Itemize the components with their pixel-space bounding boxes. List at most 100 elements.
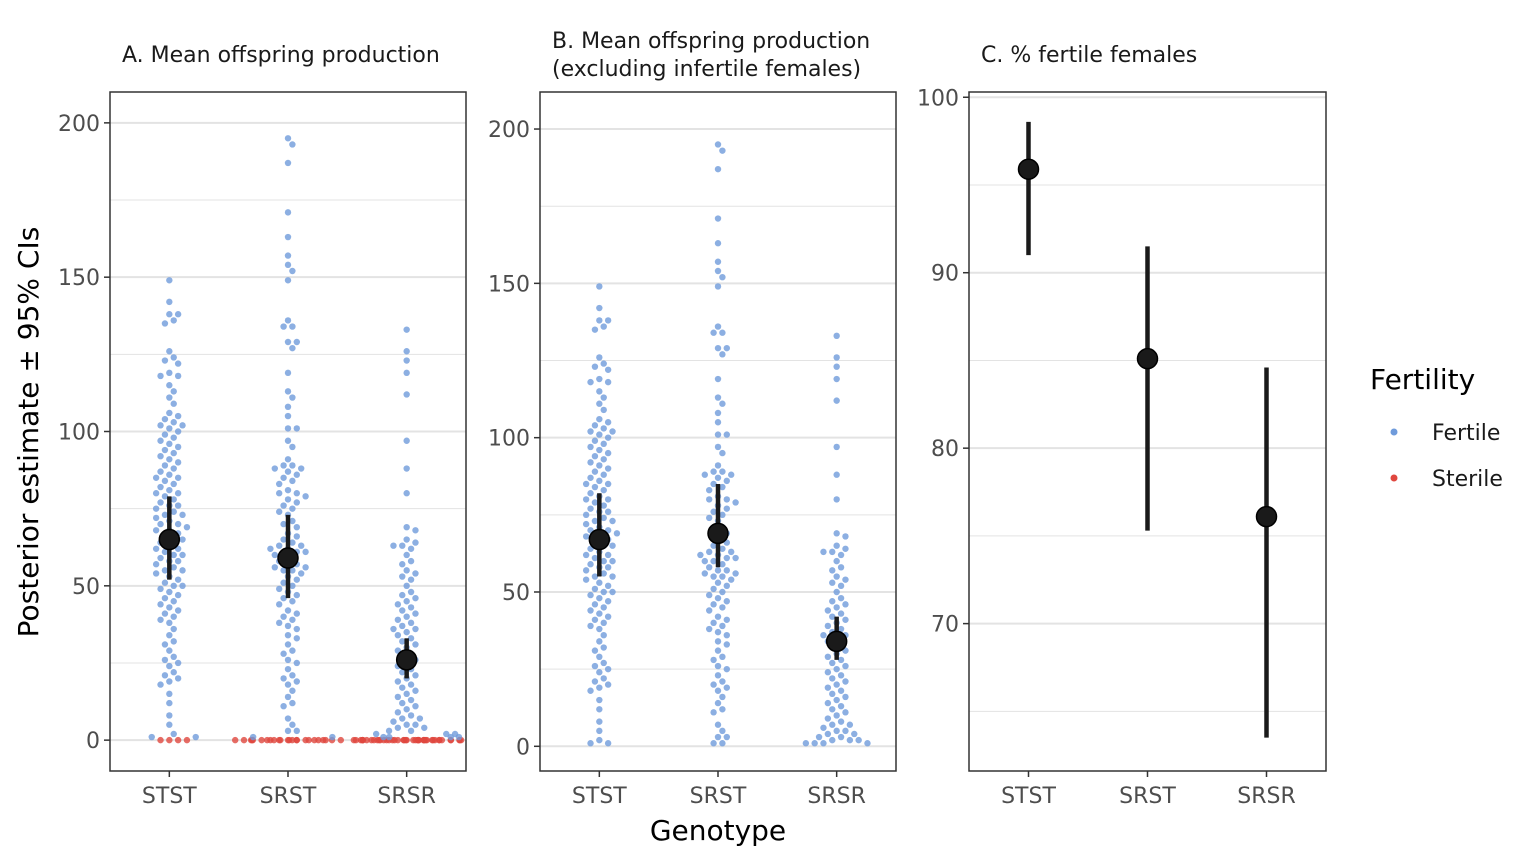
fertile-point	[829, 580, 835, 586]
fertile-point	[605, 434, 611, 440]
fertile-point	[285, 438, 291, 444]
fertile-point	[724, 345, 730, 351]
fertile-point	[395, 617, 401, 623]
y-tick-label: 90	[931, 262, 959, 287]
fertile-point	[166, 700, 172, 706]
fertile-point	[847, 722, 853, 728]
fertile-point	[276, 620, 282, 626]
fertile-point	[864, 740, 870, 746]
fertile-point	[285, 657, 291, 663]
fertile-point	[833, 376, 839, 382]
fertile-point	[838, 595, 844, 601]
fertile-point	[380, 734, 386, 740]
fertile-point	[833, 542, 839, 548]
fertile-point	[719, 678, 725, 684]
fertile-point	[403, 524, 409, 530]
fertile-point	[171, 401, 177, 407]
fertile-point	[825, 654, 831, 660]
fertile-point	[609, 573, 615, 579]
fertile-point	[280, 462, 286, 468]
fertile-point	[179, 583, 185, 589]
fertile-point	[157, 484, 163, 490]
fertile-point	[175, 592, 181, 598]
fertile-point	[732, 555, 738, 561]
fertile-point	[166, 456, 172, 462]
fertile-point	[175, 576, 181, 582]
fertile-point	[702, 472, 708, 478]
fertile-point	[395, 694, 401, 700]
fertile-point	[825, 623, 831, 629]
fertile-point	[706, 592, 712, 598]
fertile-point	[710, 620, 716, 626]
sterile-point	[322, 737, 328, 743]
fertile-point	[166, 487, 172, 493]
fertile-point	[162, 610, 168, 616]
fertile-point	[166, 663, 172, 669]
fertile-point	[719, 623, 725, 629]
fertile-point	[732, 570, 738, 576]
sterile-point	[364, 737, 370, 743]
fertile-point	[285, 468, 291, 474]
fertile-point	[715, 283, 721, 289]
fertile-point	[403, 465, 409, 471]
fertile-point	[175, 521, 181, 527]
fertile-point	[601, 604, 607, 610]
fertile-point	[276, 601, 282, 607]
fertile-point	[587, 505, 593, 511]
y-tick-label: 50	[502, 581, 530, 606]
sterile-point	[166, 737, 172, 743]
x-tick-label: SRST	[260, 784, 317, 809]
fertile-point	[601, 589, 607, 595]
fertile-point	[166, 348, 172, 354]
fertile-point	[408, 712, 414, 718]
fertile-point	[175, 360, 181, 366]
fertile-point	[302, 549, 308, 555]
fertile-point	[596, 718, 602, 724]
fertile-point	[175, 413, 181, 419]
fertile-point	[605, 496, 611, 502]
fertile-point	[724, 496, 730, 502]
fertile-point	[166, 632, 172, 638]
legend-key-sterile	[1391, 475, 1398, 482]
fertile-point	[838, 552, 844, 558]
fertile-point	[587, 490, 593, 496]
fertile-point	[153, 561, 159, 567]
fertile-point	[596, 317, 602, 323]
fertile-point	[179, 536, 185, 542]
fertile-point	[833, 666, 839, 672]
fertile-point	[583, 481, 589, 487]
fertile-point	[587, 561, 593, 567]
fertile-point	[399, 592, 405, 598]
fertile-point	[285, 404, 291, 410]
fertile-point	[715, 475, 721, 481]
fertile-point	[605, 367, 611, 373]
fertile-point	[166, 589, 172, 595]
fertile-point	[601, 487, 607, 493]
fertile-point	[289, 444, 295, 450]
fertile-point	[171, 450, 177, 456]
estimate-point	[589, 530, 609, 550]
fertile-point	[157, 373, 163, 379]
fertile-point	[175, 502, 181, 508]
fertile-point	[329, 734, 335, 740]
fertile-point	[412, 527, 418, 533]
fertile-point	[719, 468, 725, 474]
fertile-point	[719, 694, 725, 700]
fertile-point	[171, 626, 177, 632]
fertile-point	[294, 490, 300, 496]
sterile-point	[271, 737, 277, 743]
fertile-point	[403, 598, 409, 604]
fertile-point	[833, 589, 839, 595]
fertile-point	[289, 345, 295, 351]
fertile-point	[403, 326, 409, 332]
panel-title-line: C. % fertile females	[981, 43, 1197, 68]
fertile-point	[162, 462, 168, 468]
sterile-point	[286, 737, 292, 743]
fertile-point	[166, 722, 172, 728]
fertile-point	[596, 737, 602, 743]
fertile-point	[412, 641, 418, 647]
fertile-point	[289, 478, 295, 484]
fertile-point	[592, 617, 598, 623]
fertile-point	[724, 617, 730, 623]
